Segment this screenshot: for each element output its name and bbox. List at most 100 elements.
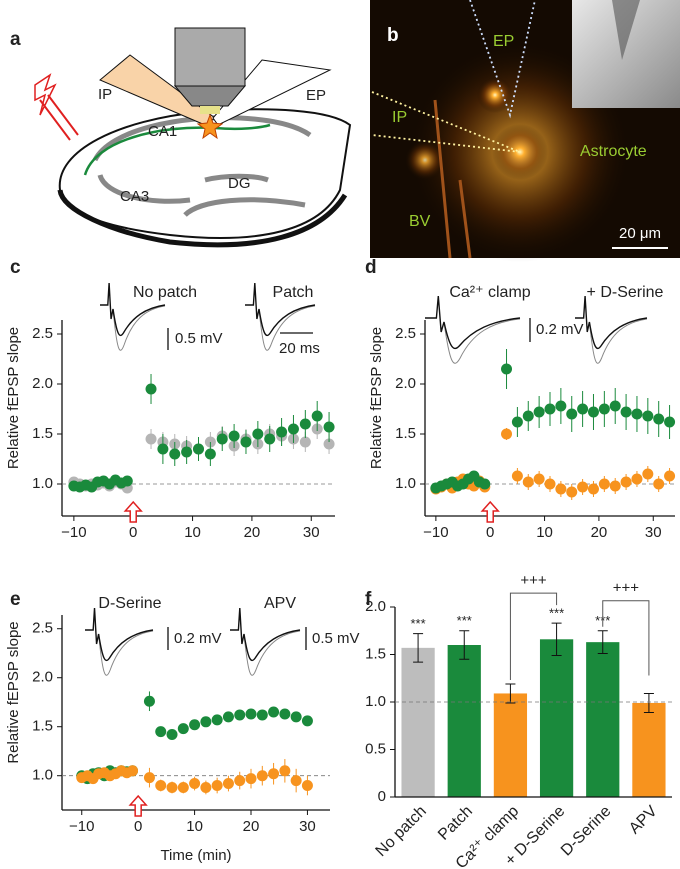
point — [566, 408, 578, 420]
point — [479, 478, 491, 490]
point — [234, 709, 246, 721]
point — [620, 406, 632, 418]
point — [143, 695, 155, 707]
point — [511, 470, 523, 482]
point — [566, 486, 578, 498]
point — [287, 423, 299, 435]
x-tick-label: 10 — [536, 524, 553, 541]
point — [240, 436, 252, 448]
panel-letter: b — [387, 25, 399, 46]
legend-label: Patch — [273, 284, 314, 301]
ca3-layer — [97, 174, 191, 204]
panel-letter: d — [365, 257, 377, 278]
panel-letter: e — [10, 589, 21, 610]
point — [299, 436, 311, 448]
panel-letter: f — [365, 589, 372, 610]
x-tick-label: −10 — [69, 818, 94, 835]
bar — [447, 645, 481, 797]
x-tick-label: 30 — [303, 524, 320, 541]
y-tick-label: 2.0 — [32, 375, 53, 392]
x-tick-label: 20 — [244, 524, 261, 541]
image-label: BV — [409, 213, 431, 230]
stim-electrode — [39, 94, 79, 141]
y-tick-label: 1.5 — [32, 718, 53, 735]
panel-letter: a — [10, 29, 21, 50]
trace — [588, 318, 648, 364]
x-tick-label: Patch — [435, 803, 476, 844]
y-tick-label: 1.5 — [32, 425, 53, 442]
x-tick-label: −10 — [61, 524, 86, 541]
point — [169, 448, 181, 460]
y-tick-label: 2.5 — [32, 325, 53, 342]
point — [664, 470, 676, 482]
comparison-bracket — [509, 592, 558, 680]
y-tick-label: 2.0 — [395, 375, 416, 392]
error-bar — [505, 683, 516, 704]
point — [577, 481, 589, 493]
x-tick-label: 20 — [243, 818, 260, 835]
y-tick-label: 1.0 — [32, 767, 53, 784]
cell-glow — [405, 140, 445, 180]
point — [511, 416, 523, 428]
point — [587, 406, 599, 418]
point — [279, 708, 291, 720]
bar — [401, 647, 435, 797]
point — [200, 781, 212, 793]
error-bar — [597, 630, 608, 655]
point — [323, 421, 335, 433]
point — [228, 430, 240, 442]
bar — [632, 702, 666, 797]
bar — [586, 642, 620, 797]
ep-outline — [469, 0, 536, 119]
x-tick-label: 0 — [129, 524, 137, 541]
scale-label: 0.2 mV — [174, 630, 222, 647]
point — [555, 483, 567, 495]
point — [268, 768, 280, 780]
point — [268, 706, 280, 718]
point — [653, 413, 665, 425]
point — [155, 726, 167, 738]
y-axis-label: Relative fEPSP slope — [5, 621, 22, 763]
x-tick-label: APV — [626, 803, 661, 838]
point — [189, 778, 201, 790]
trace — [575, 295, 648, 350]
point — [181, 446, 193, 458]
point — [211, 780, 223, 792]
x-tick-label: D-Serine — [558, 803, 615, 860]
point — [522, 410, 534, 422]
point — [264, 433, 276, 445]
cell-glow — [477, 77, 513, 113]
point — [290, 711, 302, 723]
y-axis-label: Relative fEPSP slope — [5, 327, 22, 469]
scale-label: 20 ms — [279, 340, 320, 357]
trace — [243, 630, 301, 676]
image-label: Astrocyte — [580, 143, 647, 160]
inset-pipette — [612, 0, 640, 60]
cell-glow — [492, 124, 548, 180]
point — [256, 709, 268, 721]
point — [577, 403, 589, 415]
y-tick-label: 0 — [378, 788, 386, 805]
y-tick-label: 1.0 — [365, 693, 386, 710]
trace — [245, 282, 316, 337]
significance: *** — [549, 606, 564, 621]
point — [653, 478, 665, 490]
point — [299, 418, 311, 430]
x-tick-label: No patch — [373, 803, 430, 860]
stimulus-arrow — [128, 794, 148, 817]
stimulus-arrow — [480, 500, 500, 523]
region-label: IP — [98, 86, 112, 103]
point — [533, 406, 545, 418]
image-label: EP — [493, 33, 514, 50]
x-tick-label: 10 — [186, 818, 203, 835]
point — [323, 438, 335, 450]
legend-label: + D-Serine — [587, 284, 664, 301]
objective-tip — [173, 85, 247, 107]
x-axis-label: Time (min) — [160, 847, 231, 864]
point — [145, 383, 157, 395]
bar — [539, 639, 574, 797]
vessel — [433, 99, 472, 259]
dg-layer — [183, 173, 306, 217]
y-tick-label: 2.5 — [395, 325, 416, 342]
